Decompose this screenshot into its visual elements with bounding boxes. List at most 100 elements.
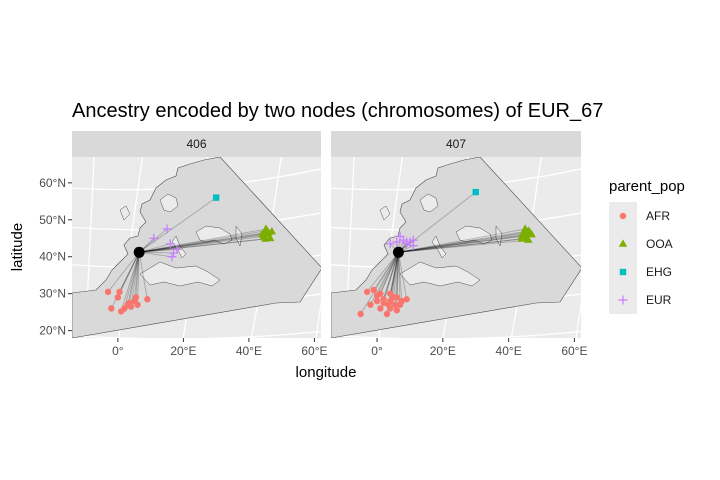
legend-key-afr <box>619 212 627 220</box>
point-afr <box>114 294 122 301</box>
panel-strip <box>72 131 321 157</box>
focal-point <box>133 246 145 258</box>
connection-line <box>119 252 140 293</box>
panel-strip-label: 406 <box>186 137 206 151</box>
point-eur <box>165 239 175 249</box>
data-points <box>357 188 536 318</box>
y-tick-label: 20°N <box>39 324 66 338</box>
legend-key-ehg <box>619 268 627 276</box>
connection-line <box>360 252 399 315</box>
connection-line <box>135 252 140 298</box>
point-eur <box>167 252 177 262</box>
legend-label: EHG <box>646 265 672 279</box>
point-afr <box>357 310 364 318</box>
panel-407: 407 <box>331 131 581 338</box>
legend-label: AFR <box>646 209 670 223</box>
connection-line <box>398 232 524 253</box>
legend-key-ooa <box>618 239 628 247</box>
legend-keys: AFR OOA EHG EUR <box>609 202 673 314</box>
point-afr <box>377 290 384 297</box>
point-afr <box>370 286 377 294</box>
legend-entry-ooa: OOA <box>609 230 673 258</box>
connection-line <box>138 252 148 300</box>
y-tick-label: 60°N <box>39 176 66 190</box>
point-ehg <box>472 188 479 196</box>
point-afr <box>108 305 115 312</box>
point-eur <box>162 224 172 234</box>
connection-line <box>398 237 527 253</box>
point-afr <box>393 307 400 314</box>
connection-lines <box>107 197 272 312</box>
point-afr <box>403 296 410 303</box>
x-tick-label: 20°E <box>170 344 196 358</box>
connection-line <box>139 234 268 253</box>
y-tick-label: 50°N <box>39 213 66 227</box>
point-ooa <box>267 227 277 235</box>
legend-label: OOA <box>646 237 673 251</box>
point-afr <box>104 288 112 296</box>
connection-line <box>379 252 399 294</box>
panel-strip <box>331 131 581 157</box>
x-tick-label: 0° <box>112 344 124 358</box>
connection-line <box>107 251 140 293</box>
point-afr <box>367 301 374 308</box>
legend-key-eur <box>618 295 628 305</box>
connection-line <box>139 237 271 253</box>
point-eur <box>408 235 418 245</box>
x-tick-label: 60°E <box>561 344 587 358</box>
connection-line <box>397 252 403 302</box>
connection-line <box>398 238 522 253</box>
x-axis-panel-407: 0° 20°E 40°E 60°E <box>371 338 587 358</box>
connection-line <box>139 238 266 253</box>
y-axis-label: latitude <box>9 223 26 271</box>
connection-line <box>128 252 140 304</box>
connection-line <box>376 252 399 296</box>
x-tick-label: 60°E <box>301 344 327 358</box>
point-ooa <box>261 224 271 232</box>
point-afr <box>144 296 151 303</box>
connection-line <box>393 252 399 298</box>
connection-line <box>366 251 399 293</box>
connection-line <box>138 197 217 253</box>
point-afr <box>373 297 381 305</box>
connection-line <box>139 248 177 253</box>
point-afr <box>380 299 387 307</box>
point-afr <box>391 301 399 308</box>
data-points <box>104 194 277 315</box>
connection-line <box>138 228 168 253</box>
connection-line <box>139 231 272 253</box>
point-afr <box>134 301 141 308</box>
connection-line <box>383 252 399 304</box>
point-afr <box>393 294 400 301</box>
panel-strip-label: 407 <box>446 137 466 151</box>
connection-line <box>396 252 399 311</box>
legend-entry-eur: EUR <box>609 286 672 314</box>
connection-line <box>127 252 140 305</box>
point-eur <box>172 244 182 254</box>
connection-line <box>398 235 522 253</box>
x-axis-panel-406: 0° 20°E 40°E 60°E <box>112 338 328 358</box>
connection-line <box>373 252 399 291</box>
point-afr <box>132 294 140 301</box>
y-tick-label: 40°N <box>39 250 66 264</box>
x-tick-label: 40°E <box>236 344 262 358</box>
point-ooa <box>527 229 536 238</box>
x-axis-label: longitude <box>296 364 357 381</box>
connection-line <box>139 251 172 258</box>
y-tick-label: 30°N <box>39 287 66 301</box>
point-ooa <box>266 233 275 242</box>
panel-406: 406 <box>72 131 321 338</box>
connection-line <box>398 232 531 253</box>
connection-line <box>396 252 399 298</box>
point-afr <box>377 305 384 312</box>
point-afr <box>387 305 394 312</box>
connection-line <box>139 235 264 253</box>
legend-label: EUR <box>646 293 672 307</box>
point-ooa <box>524 235 533 243</box>
connection-line <box>398 228 526 253</box>
x-tick-label: 0° <box>371 344 383 358</box>
connection-line <box>383 252 399 300</box>
legend-entry-ehg: EHG <box>609 258 672 286</box>
point-afr <box>116 288 123 296</box>
